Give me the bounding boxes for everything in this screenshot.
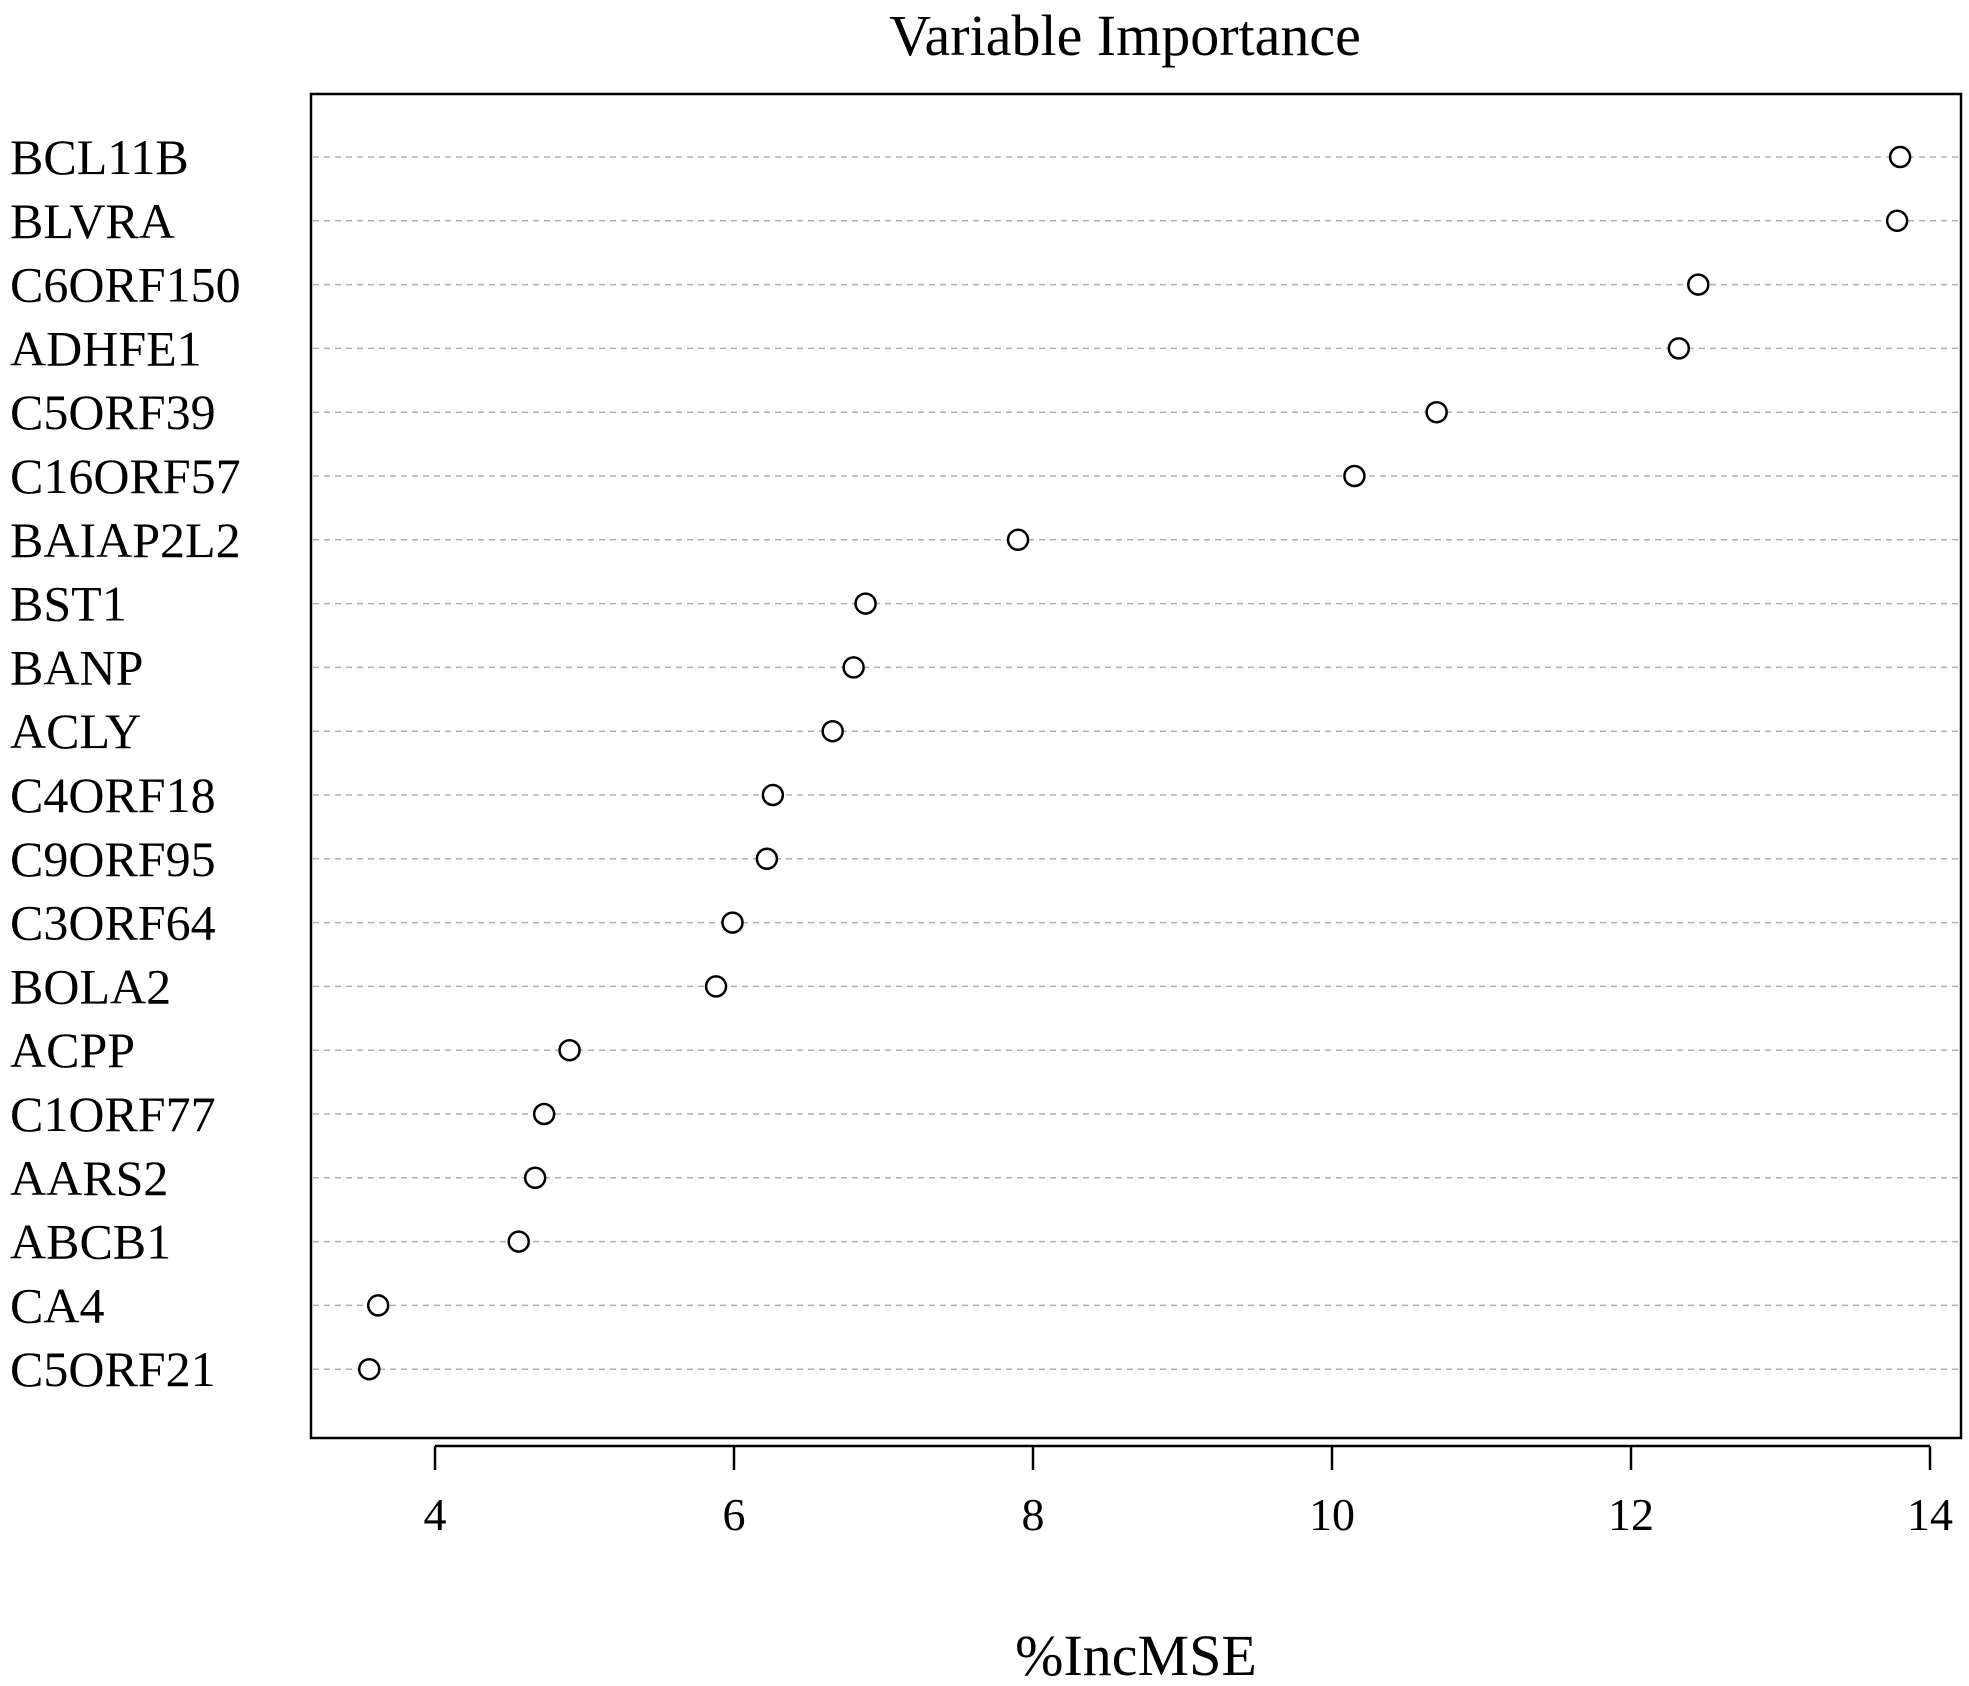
data-point [704, 975, 728, 998]
variable-label: C1ORF77 [10, 1086, 216, 1142]
variable-label: ABCB1 [10, 1214, 171, 1270]
guide-lines [313, 156, 1959, 1370]
data-point [1687, 273, 1710, 296]
variable-label: ACPP [10, 1022, 135, 1078]
variable-label: BCL11B [10, 129, 189, 185]
data-point [821, 719, 844, 743]
variable-label: AARS2 [10, 1150, 168, 1206]
variable-label: ADHFE1 [10, 320, 202, 376]
plot-frame [309, 92, 1963, 1440]
variable-label: C4ORF18 [10, 767, 216, 823]
variable-label: ACLY [10, 703, 141, 759]
data-point [1006, 528, 1030, 552]
variable-labels: BCL11B BLVRA C6ORF150 ADHFE1 C5ORF39 C16ORF57… [10, 129, 241, 1397]
data-point [1885, 209, 1909, 233]
x-tick-label: 12 [1608, 1489, 1654, 1540]
variable-label: CA4 [10, 1277, 104, 1333]
variable-label: C16ORF57 [10, 448, 241, 504]
x-tick-label: 14 [1907, 1489, 1953, 1540]
data-point [558, 1038, 581, 1062]
data-point [721, 911, 744, 934]
data-point [507, 1230, 530, 1253]
data-point [854, 592, 877, 615]
variable-label: C6ORF150 [10, 257, 241, 313]
data-point [1425, 400, 1448, 424]
x-tick-label: 10 [1309, 1489, 1355, 1540]
x-axis-ticks: 4 6 8 10 12 14 [424, 1446, 1953, 1540]
x-tick-label: 6 [723, 1489, 746, 1540]
data-point [523, 1166, 547, 1190]
data-point [755, 847, 779, 871]
x-tick-label: 4 [424, 1489, 447, 1540]
variable-label: BLVRA [10, 193, 175, 249]
variable-label: C5ORF39 [10, 384, 216, 440]
data-point [366, 1294, 390, 1317]
x-axis-label: %IncMSE [1015, 1623, 1257, 1686]
chart-title: Variable Importance [889, 3, 1361, 68]
data-point [1667, 337, 1691, 360]
data-points [357, 145, 1912, 1381]
variable-label: C9ORF95 [10, 831, 216, 887]
data-point [1343, 464, 1366, 488]
variable-label: BANP [10, 639, 143, 695]
data-point [1888, 145, 1912, 169]
variable-label: BST1 [10, 576, 127, 632]
variable-label: BOLA2 [10, 958, 171, 1014]
data-point [761, 783, 785, 807]
x-tick-label: 8 [1022, 1489, 1045, 1540]
data-point [842, 656, 865, 679]
data-point [357, 1357, 381, 1381]
data-point [532, 1102, 556, 1126]
variable-label: C3ORF64 [10, 895, 216, 951]
variable-label: BAIAP2L2 [10, 512, 241, 568]
variable-label: C5ORF21 [10, 1341, 216, 1397]
